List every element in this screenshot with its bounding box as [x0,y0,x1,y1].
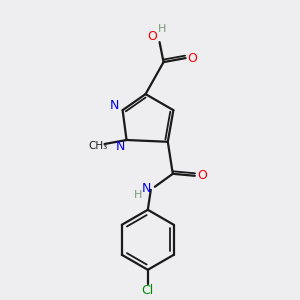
Text: H: H [158,24,167,34]
Text: N: N [142,182,152,195]
Text: H: H [134,190,142,200]
Text: N: N [110,99,119,112]
Text: O: O [197,169,207,182]
Text: O: O [148,30,158,43]
Text: N: N [116,140,125,154]
Text: CH₃: CH₃ [88,141,107,151]
Text: O: O [188,52,197,64]
Text: Cl: Cl [142,284,154,297]
